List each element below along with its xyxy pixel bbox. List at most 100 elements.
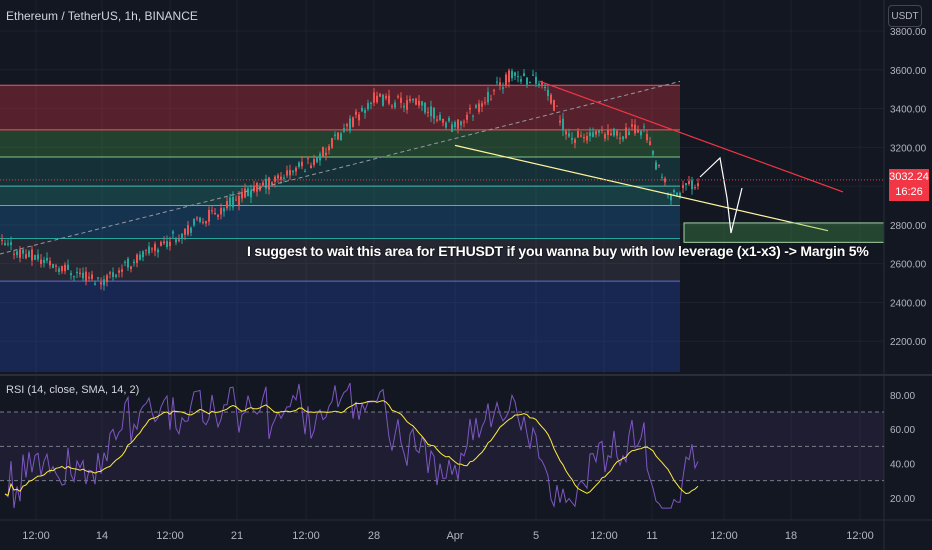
candle-body	[556, 105, 558, 107]
price-axis-label: 2600.00	[890, 260, 927, 271]
candle-body	[598, 130, 600, 133]
candle-body	[40, 259, 42, 265]
candle-body	[253, 186, 255, 192]
buy-zone-box	[683, 222, 885, 243]
candle-body	[76, 271, 78, 273]
candle-body	[583, 137, 585, 139]
candle-body	[391, 105, 393, 107]
candle-body	[670, 194, 672, 201]
candle-body	[523, 73, 525, 76]
candle-body	[43, 260, 45, 263]
time-axis-label: Apr	[446, 530, 463, 542]
candle-body	[634, 124, 636, 134]
candle-body	[481, 103, 483, 107]
fib-zone	[0, 85, 680, 130]
rsi-axis-label: 80.00	[890, 391, 915, 402]
candle-body	[205, 221, 207, 224]
candle-body	[376, 95, 378, 103]
candle-body	[172, 231, 174, 234]
candle-body	[313, 159, 315, 165]
candle-body	[475, 105, 477, 108]
candle-body	[469, 107, 471, 110]
candle-body	[13, 253, 15, 255]
candle-body	[499, 82, 501, 86]
candle-body	[460, 121, 462, 126]
candle-body	[478, 103, 480, 112]
candle-body	[340, 133, 342, 141]
candle-body	[175, 239, 177, 243]
candle-body	[64, 264, 66, 272]
candle-body	[247, 188, 249, 197]
time-axis-label: 21	[231, 530, 243, 542]
last-price-tag: 3032.24 16:26	[889, 169, 929, 201]
candle-body	[529, 81, 531, 83]
candle-body	[214, 212, 216, 215]
candle-body	[136, 254, 138, 263]
candle-body	[613, 128, 615, 136]
candle-body	[61, 266, 63, 272]
candle-body	[463, 121, 465, 123]
candle-body	[421, 101, 423, 106]
candle-body	[142, 251, 144, 258]
candle-body	[70, 273, 72, 276]
fib-zone-bottom	[0, 281, 680, 372]
candle-body	[331, 138, 333, 148]
candle-body	[493, 90, 495, 92]
candle-body	[526, 77, 528, 85]
candle-body	[550, 94, 552, 104]
candle-body	[130, 266, 132, 269]
candle-body	[388, 95, 390, 104]
candle-body	[685, 183, 687, 186]
candle-body	[121, 269, 123, 272]
candle-body	[112, 272, 114, 277]
candle-body	[589, 132, 591, 137]
candle-body	[610, 133, 612, 136]
candle-body	[379, 93, 381, 97]
candle-body	[283, 177, 285, 179]
candle-body	[433, 107, 435, 119]
candle-body	[616, 130, 618, 136]
candle-body	[10, 242, 12, 246]
candle-body	[55, 265, 57, 267]
candle-body	[322, 147, 324, 157]
candle-body	[397, 96, 399, 98]
candles-group	[1, 68, 699, 291]
candle-body	[256, 183, 258, 192]
candle-body	[400, 97, 402, 103]
candle-body	[508, 70, 510, 83]
candle-body	[25, 254, 27, 259]
candle-body	[139, 254, 141, 260]
time-axis-label: 14	[96, 530, 108, 542]
time-axis-label: 12:00	[156, 530, 184, 542]
candle-body	[16, 251, 18, 256]
candle-body	[412, 98, 414, 101]
candle-body	[103, 279, 105, 286]
candle-body	[466, 114, 468, 120]
price-axis-label: 3800.00	[890, 27, 927, 38]
candle-body	[457, 119, 459, 129]
candle-body	[133, 261, 135, 264]
candle-body	[52, 263, 54, 269]
price-axis-label: 2800.00	[890, 221, 927, 232]
candle-body	[451, 124, 453, 132]
candle-body	[58, 268, 60, 272]
candle-body	[658, 164, 660, 166]
candle-body	[676, 192, 678, 196]
candle-body	[160, 241, 162, 246]
candle-body	[427, 111, 429, 113]
candle-body	[298, 162, 300, 167]
candle-body	[430, 106, 432, 117]
candle-body	[544, 86, 546, 89]
candle-body	[679, 192, 681, 198]
currency-unit-button[interactable]: USDT	[888, 5, 922, 27]
candle-body	[229, 197, 231, 207]
rsi-axis-label: 40.00	[890, 459, 915, 470]
candle-body	[82, 272, 84, 279]
candle-body	[445, 122, 447, 128]
candle-body	[691, 180, 693, 190]
candle-body	[211, 210, 213, 212]
candle-body	[652, 150, 654, 155]
rsi-axis-label: 60.00	[890, 425, 915, 436]
candle-body	[238, 196, 240, 206]
